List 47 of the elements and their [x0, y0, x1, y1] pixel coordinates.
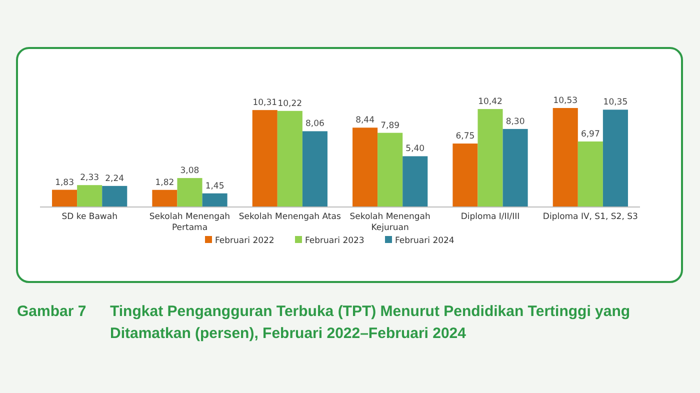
bar [152, 190, 178, 207]
bar [502, 128, 528, 207]
x-tick-label: Sekolah Menengah Pertama [149, 212, 230, 233]
bar [478, 109, 503, 207]
x-tick-label: Sekolah Menengah Kejuruan [350, 212, 430, 233]
bar [578, 141, 603, 207]
x-tick-label: Sekolah Menengah Atas [238, 212, 342, 222]
bar [202, 193, 228, 207]
bar [277, 110, 302, 207]
data-label: 10,42 [478, 97, 502, 108]
bar [552, 108, 578, 207]
data-label: 1,45 [205, 181, 224, 192]
data-label: 6,75 [456, 132, 475, 142]
x-tick-label: Diploma I/II/III [460, 212, 520, 222]
data-label: 5,40 [406, 144, 425, 154]
x-tick-label: SD ke Bawah [62, 212, 118, 222]
bar [378, 132, 403, 207]
data-label: 8,44 [356, 116, 375, 126]
bar [177, 178, 202, 207]
text: Tingkat Pengangguran Terbuka (TPT) Menurut Pendidikan Tertinggi yang Ditamatkan (persen), Februari 2022–Februari 2024 [110, 303, 630, 342]
data-label: 10,22 [278, 98, 302, 109]
legend-label: Februari 2023 [305, 236, 364, 246]
data-label: 6,97 [580, 129, 600, 140]
bar [402, 156, 428, 207]
x-tick-label: Diploma IV, S1, S2, S3 [542, 212, 638, 222]
data-label: 2,24 [105, 174, 124, 184]
data-label: 10,31 [252, 98, 278, 108]
data-label: 8,30 [506, 116, 525, 127]
data-label: 2,33 [80, 173, 100, 184]
data-label: 7,89 [380, 120, 400, 131]
bar [102, 186, 128, 207]
bar [352, 128, 378, 207]
text: Gambar 7 [17, 303, 86, 320]
legend-label: Februari 2022 [215, 236, 274, 246]
data-label: 3,08 [180, 166, 200, 176]
bar [252, 110, 278, 207]
data-label: 8,06 [305, 119, 324, 130]
legend-label: Februari 2024 [395, 236, 454, 246]
data-label: 10,53 [553, 96, 578, 106]
data-label: 1,83 [55, 178, 74, 188]
bar [602, 110, 628, 207]
bar [302, 131, 328, 207]
data-label: 10,35 [603, 98, 628, 108]
bar [52, 190, 78, 207]
bar [452, 144, 478, 207]
data-label: 1,82 [155, 178, 174, 188]
bar [77, 185, 102, 207]
